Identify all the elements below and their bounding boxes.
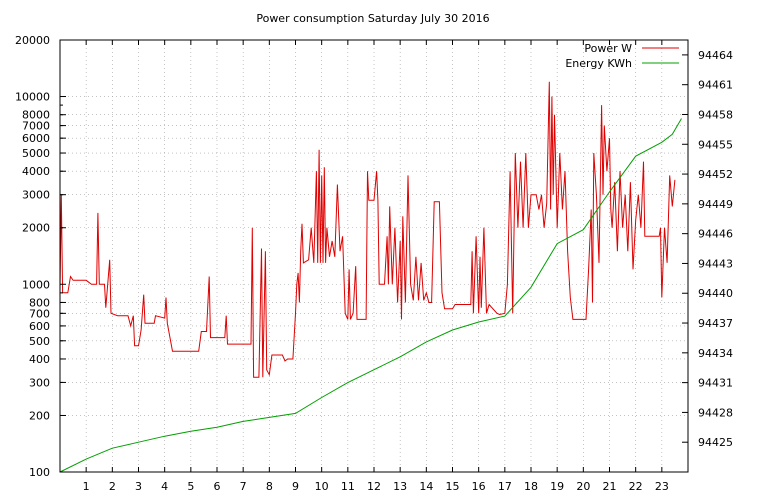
- y-right-tick-label: 94428: [698, 406, 733, 419]
- x-tick-label: 23: [655, 480, 669, 493]
- x-tick-label: 18: [524, 480, 538, 493]
- y-left-tick-label: 1000: [22, 278, 50, 291]
- y-left-tick-label: 2000: [22, 222, 50, 235]
- y-right-tick-label: 94464: [698, 49, 733, 62]
- x-tick-label: 13: [393, 480, 407, 493]
- x-tick-label: 17: [498, 480, 512, 493]
- y-right-tick-label: 94461: [698, 79, 733, 92]
- y-right-tick-label: 94446: [698, 228, 733, 241]
- y-left-tick-label: 6000: [22, 132, 50, 145]
- x-tick-label: 1: [83, 480, 90, 493]
- x-tick-label: 5: [187, 480, 194, 493]
- y-left-tick-label: 100: [29, 466, 50, 479]
- y-right-tick-label: 94452: [698, 168, 733, 181]
- y-right-tick-label: 94425: [698, 436, 733, 449]
- legend-label-power: Power W: [584, 42, 632, 55]
- x-tick-label: 4: [161, 480, 168, 493]
- y-left-tick-label: 5000: [22, 147, 50, 160]
- x-tick-label: 20: [576, 480, 590, 493]
- x-tick-label: 8: [266, 480, 273, 493]
- y-left-tick-label: 4000: [22, 165, 50, 178]
- y-right-tick-label: 94449: [698, 198, 733, 211]
- y-right-tick-label: 94455: [698, 138, 733, 151]
- x-tick-label: 14: [419, 480, 433, 493]
- y-left-tick-label: 800: [29, 296, 50, 309]
- legend-label-energy: Energy KWh: [565, 57, 632, 70]
- x-tick-label: 19: [550, 480, 564, 493]
- y-right-tick-label: 94434: [698, 347, 733, 360]
- legend: Power W Energy KWh: [565, 42, 679, 70]
- y-left-tick-label: 400: [29, 353, 50, 366]
- x-tick-label: 12: [367, 480, 381, 493]
- y-left-tick-label: 20000: [15, 34, 50, 47]
- x-tick-label: 6: [214, 480, 221, 493]
- x-tick-label: 9: [292, 480, 299, 493]
- y-left-tick-label: 600: [29, 320, 50, 333]
- y-left-tick-label: 500: [29, 335, 50, 348]
- x-tick-label: 2: [109, 480, 116, 493]
- x-tick-label: 3: [135, 480, 142, 493]
- y-left-tick-label: 8000: [22, 109, 50, 122]
- series-power-line: [59, 81, 676, 378]
- x-tick-label: 7: [240, 480, 247, 493]
- y-right-tick-label: 94437: [698, 317, 733, 330]
- y-right-tick-label: 94440: [698, 287, 733, 300]
- x-tick-label: 16: [472, 480, 486, 493]
- y-right-tick-label: 94443: [698, 257, 733, 270]
- y-left-tick-label: 700: [29, 307, 50, 320]
- x-tick-label: 22: [629, 480, 643, 493]
- chart-title: Power consumption Saturday July 30 2016: [256, 12, 489, 25]
- y-right-tick-label: 94458: [698, 108, 733, 121]
- y-left-tick-label: 7000: [22, 120, 50, 133]
- y-left-tick-label: 3000: [22, 189, 50, 202]
- y-left-tick-label: 200: [29, 409, 50, 422]
- y-right-tick-label: 94431: [698, 377, 733, 390]
- x-tick-label: 11: [341, 480, 355, 493]
- x-tick-label: 10: [315, 480, 329, 493]
- x-tick-label: 21: [603, 480, 617, 493]
- x-tick-label: 15: [446, 480, 460, 493]
- series-energy-line: [59, 118, 682, 473]
- y-left-tick-label: 300: [29, 376, 50, 389]
- y-left-tick-label: 10000: [15, 91, 50, 104]
